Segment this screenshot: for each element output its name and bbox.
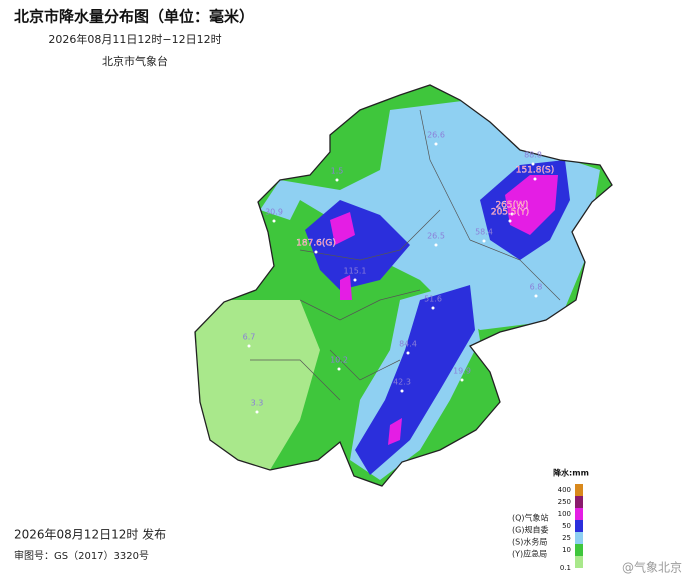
legend-label: 250: [558, 498, 571, 506]
legend-note: (G)规自委: [512, 525, 548, 535]
station-dot: [272, 219, 276, 223]
station-label: 6.7: [243, 333, 256, 342]
station-dot: [247, 344, 251, 348]
station-dot: [335, 178, 339, 182]
station-dot: [400, 389, 404, 393]
watermark: @气象北京: [622, 560, 682, 575]
legend-note: (Y)应急局: [512, 549, 547, 559]
station-dot: [255, 410, 259, 414]
station-dot: [533, 177, 537, 181]
issued: 2026年08月12日12时 发布: [14, 527, 166, 542]
legend-swatch: [575, 556, 583, 568]
station-dot: [314, 250, 318, 254]
review: 审图号：GS（2017）3320号: [14, 549, 149, 562]
area-100: [340, 275, 352, 300]
legend-label: 50: [562, 522, 571, 530]
legend-label: 100: [558, 510, 571, 518]
station-label: 151.8(S): [516, 166, 555, 176]
station-dot: [482, 239, 486, 243]
station-label: 42.3: [393, 378, 411, 387]
station-label: 30.9: [265, 208, 283, 217]
station-label: 265(W): [495, 201, 528, 211]
legend-swatch: [575, 520, 583, 532]
station-label: 3.3: [251, 399, 264, 408]
legend-swatch: [575, 532, 583, 544]
precip-field: [195, 85, 612, 486]
legend-swatch: [575, 544, 583, 556]
area-01: [195, 300, 320, 470]
legend-note: (S)水务局: [512, 537, 547, 547]
legend-swatch: [575, 508, 583, 520]
legend-label: 25: [562, 534, 571, 542]
period: 2026年08月11日12时−12日12时: [48, 32, 221, 46]
legend-label: 10: [562, 546, 571, 554]
station-dot: [508, 219, 512, 223]
station-label: 26.5: [427, 232, 445, 241]
station-label: 19.9: [453, 367, 471, 376]
station-dot: [460, 378, 464, 382]
legend: 降水:mm 400 250 100 50 25 10 0.1 (Q)气象站 (G)规自委 (S)水…: [512, 468, 589, 573]
legend-note: (Q)气象站: [512, 513, 549, 523]
station-label: 6.8: [530, 283, 543, 292]
station-label: 10.2: [330, 356, 348, 365]
station-dot: [534, 294, 538, 298]
station-label: 84.4: [399, 340, 417, 349]
area-50: [355, 285, 475, 475]
station-dot: [434, 142, 438, 146]
station-label: 58.4: [475, 228, 493, 237]
area-100: [330, 212, 355, 245]
legend-swatch: [575, 484, 583, 496]
legend-label: 400: [558, 486, 571, 494]
station-label: 205.5(Y): [491, 208, 529, 218]
station-dot: [431, 306, 435, 310]
station-label: 88.8: [524, 151, 542, 160]
station-dot: [337, 367, 341, 371]
area-100: [388, 418, 402, 445]
station-label: 115.1: [344, 267, 367, 276]
station-label: 187.6(G): [296, 239, 336, 249]
title: 北京市降水量分布图（单位：毫米）: [14, 8, 254, 26]
legend-title: 降水:mm: [553, 468, 589, 478]
stations: 26.6 1.5 88.8 151.8(S) 30.9 265(W)205.5(Y) 187…: [243, 131, 555, 414]
station-dot: [531, 162, 535, 166]
legend-swatch: [575, 496, 583, 508]
area-25: [260, 100, 600, 330]
district-borders: [250, 109, 561, 401]
station-label: 26.6: [427, 131, 445, 140]
station-dot: [510, 212, 514, 216]
station-dot: [353, 278, 357, 282]
station-dot: [434, 243, 438, 247]
station-label: 1.5: [331, 167, 344, 176]
station-label: 51.6: [424, 295, 442, 304]
station-dot: [406, 351, 410, 355]
city-border: [194, 84, 613, 487]
area-100: [505, 175, 558, 235]
agency: 北京市气象台: [102, 54, 168, 68]
legend-label: 0.1: [560, 564, 571, 572]
